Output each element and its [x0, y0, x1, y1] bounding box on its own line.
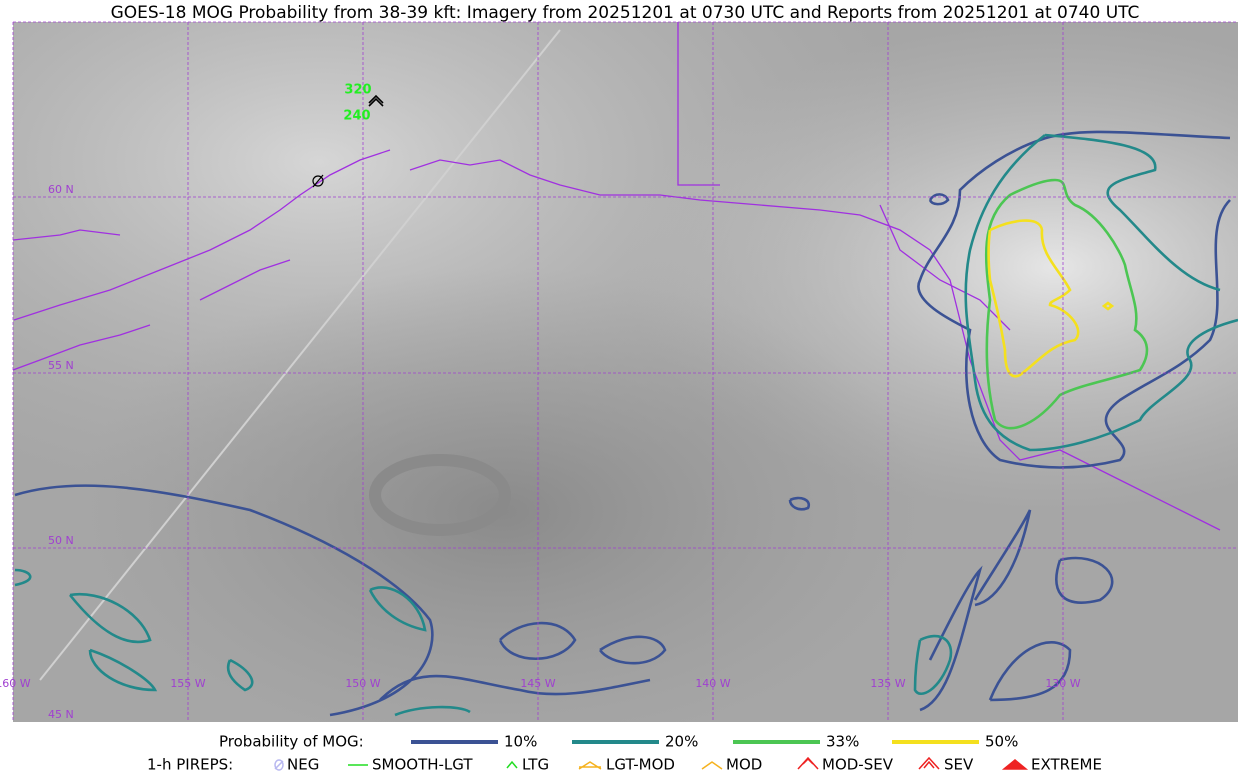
- legend-label: 50%: [985, 733, 1018, 751]
- map-area: [13, 22, 1238, 722]
- longitude-label: 155 W: [170, 677, 205, 690]
- pirep-legend-symbol: [1001, 759, 1029, 770]
- pirep-legend-symbol: [578, 761, 602, 770]
- pirep-legend-label: EXTREME: [1031, 756, 1102, 774]
- pirep-legend-label: NEG: [287, 756, 319, 774]
- latitude-label: 60 N: [48, 183, 74, 196]
- pirep-neg: [312, 175, 324, 187]
- imagery-dark: [13, 22, 1238, 722]
- contour-20: [14, 133, 1238, 717]
- longitude-label: 135 W: [870, 677, 905, 690]
- longitude-label: 160 W: [0, 677, 31, 690]
- pirep-neg: [312, 174, 324, 188]
- longitude-label: 140 W: [695, 677, 730, 690]
- legend-title: Probability of MOG:: [219, 733, 364, 751]
- report-bottom: 240: [343, 109, 370, 124]
- pirep-legend-symbol: [506, 760, 518, 769]
- legend-label: 20%: [665, 733, 698, 751]
- contour-10: [14, 130, 1231, 717]
- coastline: [13, 149, 1221, 531]
- image-artifact: [39, 29, 561, 681]
- longitude-label: 130 W: [1045, 677, 1080, 690]
- legend-label: 33%: [826, 733, 859, 751]
- contour-50: [987, 219, 1115, 378]
- longitude-label: 145 W: [520, 677, 555, 690]
- latitude-label: 45 N: [48, 708, 74, 721]
- contour-33: [984, 178, 1149, 430]
- pirep-legend-label: LGT-MOD: [606, 756, 675, 774]
- pirep-legend-symbol: [701, 761, 723, 770]
- latitude-label: 50 N: [48, 534, 74, 547]
- pirep-legend-label: SMOOTH-LGT: [372, 756, 473, 774]
- pirep-legend-label: LTG: [522, 756, 549, 774]
- legend-label: 10%: [504, 733, 537, 751]
- graticule: [12, 21, 1238, 722]
- pirep-legend-label: MOD: [726, 756, 762, 774]
- latitude-label: 55 N: [48, 359, 74, 372]
- pirep-legend-title: 1-h PIREPS:: [147, 756, 233, 774]
- report-top: 320: [344, 83, 371, 98]
- pirep-legend-symbol: [918, 756, 940, 770]
- longitude-label: 150 W: [345, 677, 380, 690]
- pirep-legend-symbol: [797, 756, 819, 770]
- pirep-legend-label: MOD-SEV: [822, 756, 894, 774]
- cloud-swirl: [369, 454, 511, 536]
- map-title: GOES-18 MOG Probability from 38-39 kft: …: [111, 3, 1140, 23]
- pirep-symbol: [368, 94, 384, 107]
- pirep-legend-label: SEV: [944, 756, 974, 774]
- pirep-legend-symbol: [274, 759, 284, 771]
